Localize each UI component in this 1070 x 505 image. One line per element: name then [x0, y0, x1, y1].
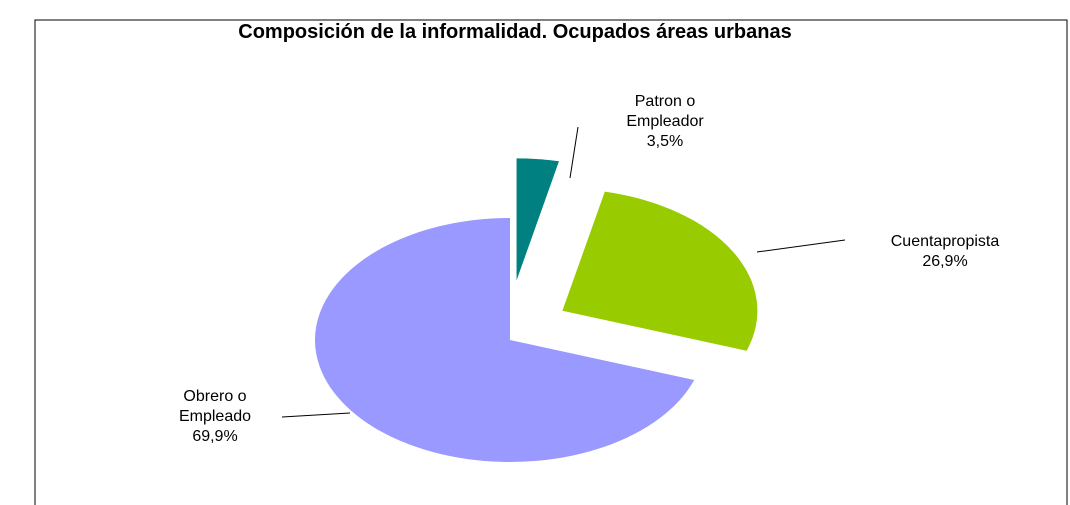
leader-line [281, 412, 351, 418]
leader-line [569, 126, 579, 179]
data-label: Cuentapropista 26,9% [850, 232, 1040, 272]
category-label: Cuentapropista [890, 233, 1000, 250]
leader-line [756, 239, 846, 253]
data-label: Obrero o Empleado 69,9% [155, 387, 275, 447]
pie-slice [315, 218, 695, 462]
pie-slice [562, 191, 758, 351]
chart-title: Composición de la informalidad. Ocupados… [238, 21, 792, 43]
value-label: 26,9% [922, 253, 968, 270]
category-label: Obrero o Empleado [178, 388, 252, 425]
category-label: Patron o Empleador [626, 93, 704, 130]
frame [34, 19, 1068, 505]
data-label: Patron o Empleador 3,5% [605, 92, 725, 152]
value-label: 3,5% [646, 133, 684, 150]
pie-slice [516, 158, 559, 281]
value-label: 69,9% [192, 428, 238, 445]
